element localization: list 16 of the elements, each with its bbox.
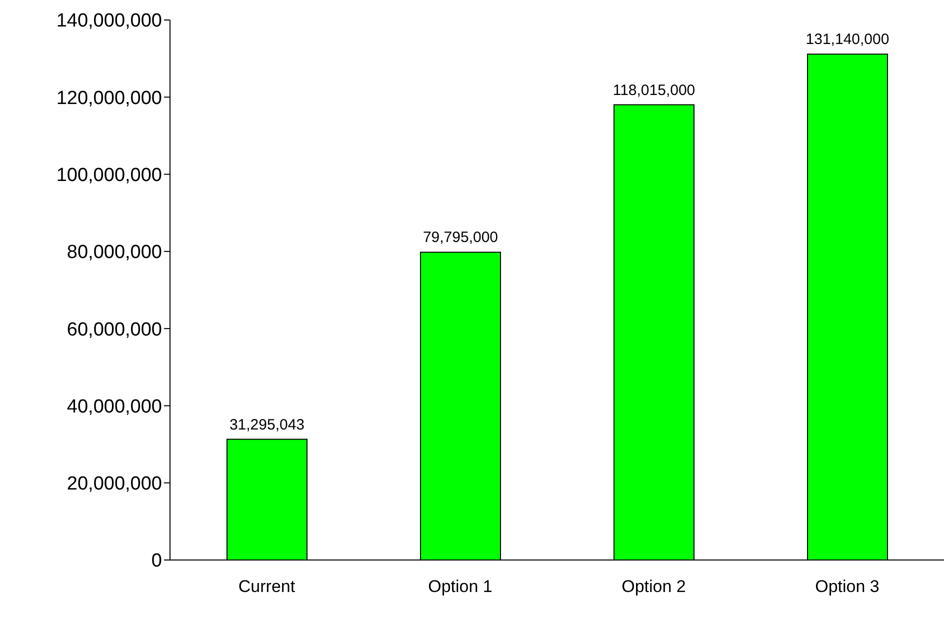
x-tick-label: Option 2 — [622, 577, 686, 596]
y-tick-label: 100,000,000 — [56, 165, 162, 186]
x-tick-label: Option 1 — [428, 577, 492, 596]
y-tick-label: 120,000,000 — [56, 88, 162, 109]
y-tick-label: 0 — [151, 550, 162, 572]
x-tick-label: Option 3 — [815, 577, 880, 596]
data-label: 118,015,000 — [612, 82, 696, 99]
y-tick-label: 40,000,000 — [66, 396, 162, 418]
y-tick-label: 20,000,000 — [66, 474, 162, 495]
y-tick-label: 60,000,000 — [66, 319, 162, 340]
data-label: 31,295,043 — [229, 416, 305, 434]
data-label: 79,795,000 — [422, 229, 498, 246]
data-label: 131,140,000 — [806, 31, 890, 48]
y-tick-label: 80,000,000 — [66, 242, 162, 264]
y-tick-label: 140,000,000 — [56, 10, 162, 32]
x-tick-label: Current — [238, 577, 296, 596]
